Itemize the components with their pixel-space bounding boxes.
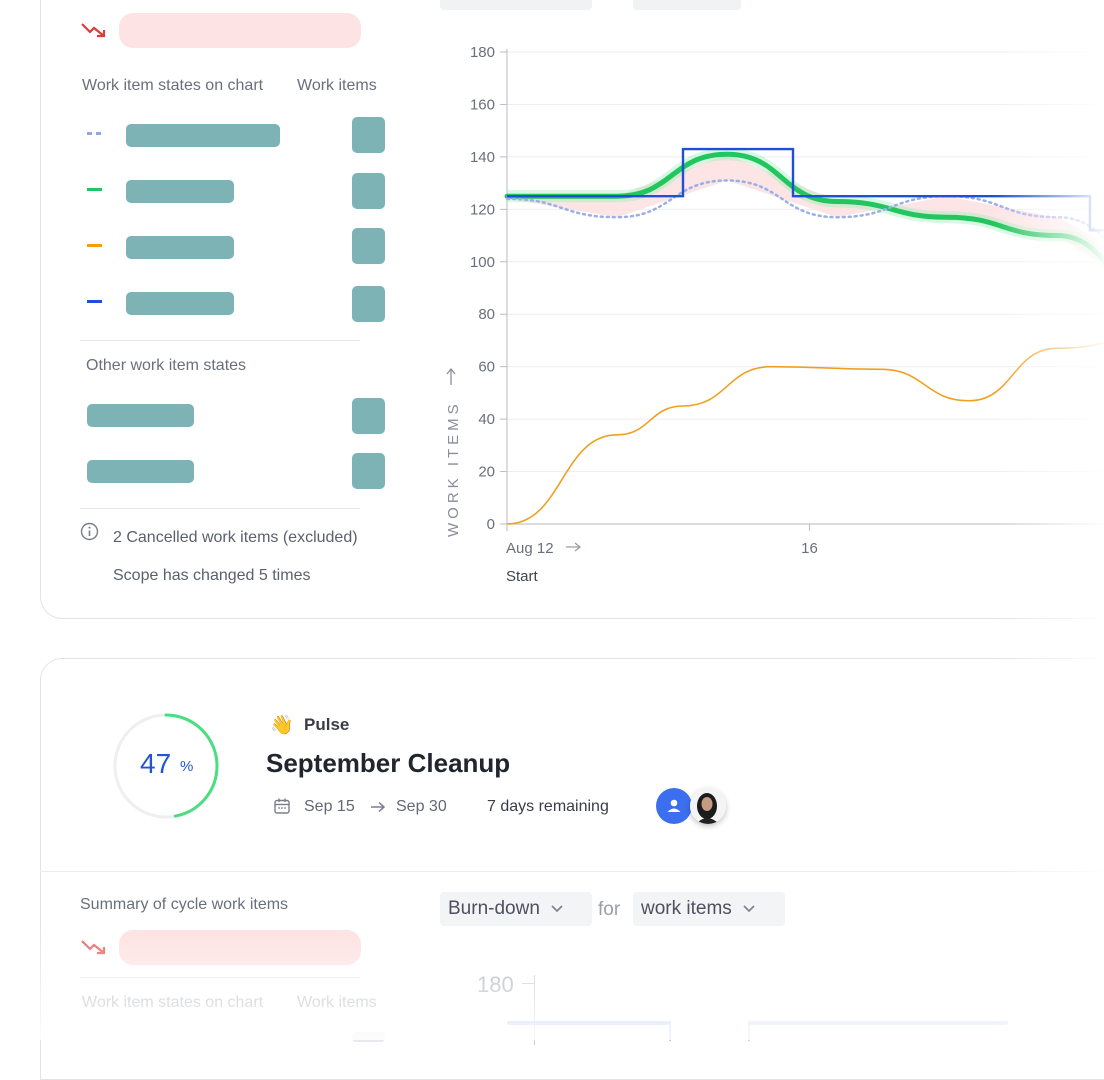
arrow-right-icon bbox=[371, 801, 386, 813]
chart-type-dropdown[interactable]: Burn-down bbox=[440, 892, 592, 926]
y-tick-label: 80 bbox=[478, 306, 495, 323]
legend-label-placeholder bbox=[126, 236, 234, 259]
user-icon bbox=[667, 799, 681, 812]
count-header: Work items bbox=[297, 77, 377, 94]
y-tick-label: 120 bbox=[470, 201, 495, 218]
scope-line-preview bbox=[748, 1021, 1008, 1025]
scope-line-preview bbox=[507, 1021, 669, 1025]
legend-header: Work item states on chart bbox=[82, 994, 264, 1011]
legend-count-placeholder bbox=[352, 228, 385, 264]
other-state-label-placeholder bbox=[87, 460, 194, 483]
notes-divider bbox=[80, 508, 360, 509]
y-tick-label: 20 bbox=[478, 464, 495, 481]
trend-down-icon bbox=[81, 23, 106, 38]
count-header: Work items bbox=[297, 994, 377, 1011]
metric-dropdown-top[interactable] bbox=[633, 0, 741, 10]
lead-avatar[interactable] bbox=[656, 788, 692, 824]
legend-header: Work item states on chart bbox=[82, 77, 264, 94]
legend-count-placeholder bbox=[352, 1032, 385, 1042]
other-states-header: Other work item states bbox=[86, 357, 247, 374]
legend-swatch-completed bbox=[87, 188, 102, 191]
legend-count-placeholder bbox=[352, 173, 385, 209]
y-tick-mark bbox=[522, 983, 534, 984]
trend-summary-pill bbox=[119, 13, 361, 48]
legend-count-placeholder bbox=[352, 286, 385, 322]
metric-dropdown[interactable]: work items bbox=[633, 892, 785, 926]
legend-divider bbox=[80, 977, 360, 978]
y-tick-label: 0 bbox=[487, 516, 495, 533]
chevron-down-icon bbox=[551, 905, 563, 913]
series-line-1 bbox=[505, 179, 1104, 240]
y-axis-arrow bbox=[446, 367, 456, 385]
scope-line-preview bbox=[669, 1021, 671, 1041]
legend-count-placeholder bbox=[352, 117, 385, 153]
other-state-count-placeholder bbox=[352, 398, 385, 434]
for-label: for bbox=[598, 899, 621, 920]
cycle-title: September Cleanup bbox=[266, 748, 511, 778]
y-axis-label: WORK ITEMS bbox=[445, 400, 462, 537]
y-tick-label: 180 bbox=[477, 972, 514, 997]
y-tick-label: 180 bbox=[470, 44, 495, 61]
legend-divider bbox=[80, 340, 360, 341]
y-tick-label: 60 bbox=[478, 359, 495, 376]
series-line-0 bbox=[504, 151, 1104, 265]
burndown-chart: 0 20 40 60 80 100 120 140 160 180 Aug 12 16 Start W… bbox=[445, 44, 1104, 585]
end-date[interactable]: Sep 30 bbox=[396, 798, 447, 815]
y-tick-label: 100 bbox=[470, 254, 495, 271]
scope-note: Scope has changed 5 times bbox=[113, 567, 311, 584]
legend-label-placeholder bbox=[126, 292, 234, 315]
cycle-header-divider bbox=[40, 871, 1104, 872]
chart-type-value: Burn-down bbox=[448, 898, 540, 919]
other-state-label-placeholder bbox=[87, 404, 194, 427]
progress-value: 47 bbox=[140, 748, 172, 779]
series-line-3 bbox=[506, 341, 1104, 525]
x-axis-start-label: Start bbox=[506, 568, 539, 585]
chevron-down-icon bbox=[743, 905, 755, 913]
cancelled-note: 2 Cancelled work items (excluded) bbox=[113, 529, 358, 546]
metric-value: work items bbox=[641, 898, 732, 919]
y-tick-label: 160 bbox=[470, 96, 495, 113]
summary-header: Summary of cycle work items bbox=[80, 896, 289, 913]
project-name[interactable]: Pulse bbox=[304, 715, 350, 734]
y-tick-label: 40 bbox=[478, 411, 495, 428]
progress-ring bbox=[113, 713, 219, 819]
scope-line-preview bbox=[748, 1021, 750, 1041]
trend-summary-pill bbox=[119, 930, 361, 965]
progress-unit: % bbox=[180, 758, 194, 775]
days-remaining: 7 days remaining bbox=[487, 798, 609, 815]
waving-hand-icon: 👋 bbox=[270, 715, 294, 736]
legend-swatch-ideal bbox=[87, 132, 102, 135]
info-icon bbox=[80, 522, 99, 541]
legend-label-placeholder bbox=[126, 180, 234, 203]
calendar-icon bbox=[274, 798, 290, 814]
scope-gap-area bbox=[507, 154, 1104, 266]
x-axis-arrow bbox=[566, 542, 582, 552]
chart-type-dropdown-top[interactable] bbox=[440, 0, 592, 10]
start-date[interactable]: Sep 15 bbox=[304, 798, 355, 815]
other-state-count-placeholder bbox=[352, 453, 385, 489]
legend-swatch-started bbox=[87, 244, 102, 247]
member-avatar[interactable] bbox=[690, 788, 726, 824]
y-tick-label: 140 bbox=[470, 149, 495, 166]
member-photo bbox=[690, 788, 726, 824]
trend-down-icon bbox=[81, 940, 106, 955]
legend-swatch-scope bbox=[87, 300, 102, 303]
legend-label-placeholder bbox=[126, 124, 280, 147]
y-axis bbox=[534, 975, 535, 1045]
x-tick-label: 16 bbox=[801, 540, 818, 557]
x-tick-label: Aug 12 bbox=[506, 540, 554, 557]
